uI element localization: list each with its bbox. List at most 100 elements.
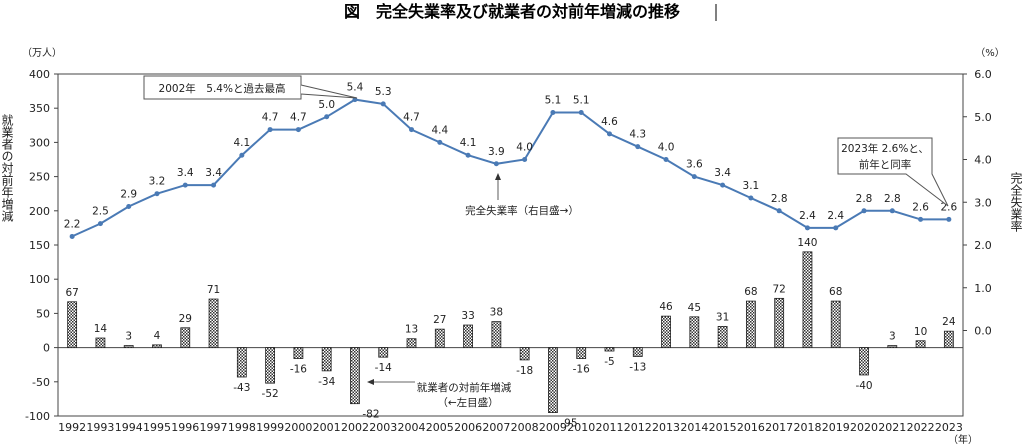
bar bbox=[208, 298, 219, 349]
x-axis-tick-label: 2014 bbox=[680, 421, 708, 434]
line-value-label: 4.7 bbox=[290, 112, 307, 124]
line-value-label: 2.4 bbox=[799, 210, 816, 222]
line-point bbox=[748, 195, 754, 201]
right-axis-title: 完全失業率 bbox=[1009, 171, 1023, 232]
line-value-label: 3.9 bbox=[488, 146, 505, 158]
x-axis-tick-label: 1992 bbox=[58, 421, 86, 434]
line-value-label: 3.2 bbox=[149, 176, 166, 188]
line-value-label: 3.1 bbox=[743, 180, 760, 192]
bar bbox=[434, 328, 445, 348]
line-point bbox=[833, 225, 839, 231]
bar-value-label: 14 bbox=[94, 323, 108, 335]
x-axis-tick-label: 2005 bbox=[426, 421, 454, 434]
x-axis-tick-label: 2016 bbox=[737, 421, 765, 434]
line-series-label: 完全失業率（右目盛→） bbox=[465, 204, 579, 217]
line-label-arrowhead bbox=[495, 173, 501, 180]
x-axis-tick-label: 2000 bbox=[284, 421, 312, 434]
plot-frame bbox=[57, 73, 964, 417]
bar-series-label-line2: （←左目盛） bbox=[437, 396, 498, 409]
bar-value-label: 68 bbox=[829, 286, 842, 298]
left-axis-tick-label: -100 bbox=[25, 410, 50, 423]
bar bbox=[717, 325, 728, 348]
line-value-label: 3.6 bbox=[686, 159, 703, 171]
right-axis-tick-label: 2.0 bbox=[974, 239, 992, 252]
x-axis-tick-label: 2013 bbox=[652, 421, 680, 434]
line-value-label: 4.7 bbox=[262, 112, 279, 124]
bar-value-label: -40 bbox=[855, 380, 872, 392]
bar-value-label: -95 bbox=[560, 418, 577, 430]
left-axis-tick-label: -50 bbox=[32, 376, 50, 389]
line-point bbox=[606, 131, 612, 137]
bar-value-label: 3 bbox=[125, 331, 132, 343]
line-point bbox=[493, 161, 499, 167]
bar bbox=[632, 347, 643, 357]
plot-area: -100 -50 0 50 100 150 200 250 300 350 400 0.0 1.0 2.0… bbox=[25, 68, 992, 434]
bar-value-label: -82 bbox=[362, 409, 379, 421]
line-value-label: 5.1 bbox=[573, 94, 590, 106]
line-point bbox=[889, 208, 895, 214]
bar bbox=[463, 324, 473, 349]
left-axis-tick-label: 100 bbox=[29, 273, 50, 286]
bar bbox=[519, 347, 530, 361]
right-axis-tick-label: 5.0 bbox=[974, 111, 992, 124]
bar bbox=[802, 251, 813, 348]
line-value-label: 3.4 bbox=[177, 167, 194, 179]
x-axis-tick-label: 2006 bbox=[454, 421, 482, 434]
line-value-label: 2.6 bbox=[941, 201, 958, 213]
right-axis-tick-label: 6.0 bbox=[974, 68, 992, 81]
line-value-label: 4.6 bbox=[601, 116, 618, 128]
right-axis-tick-label: 0.0 bbox=[974, 325, 992, 338]
left-axis-title: 就業者の対前年増減 bbox=[0, 114, 14, 223]
x-axis-tick-label: 2020 bbox=[850, 421, 878, 434]
right-axis-tick-label: 4.0 bbox=[974, 154, 992, 167]
line-value-label: 4.1 bbox=[233, 137, 250, 149]
latest-annotation-line2: 前年と同率 bbox=[859, 158, 912, 171]
left-axis-tick-label: 200 bbox=[29, 205, 50, 218]
line-point bbox=[691, 174, 697, 180]
line-point bbox=[409, 127, 415, 133]
latest-annotation-line1: 2023年 2.6%と、 bbox=[841, 142, 929, 155]
annotations: 2002年 5.4%と過去最高 2023年 2.6%と、 前年と同率 完全失業率… bbox=[143, 75, 949, 409]
line-value-label: 2.6 bbox=[912, 201, 929, 213]
line-point bbox=[239, 152, 245, 158]
bar bbox=[915, 340, 926, 349]
peak-annotation: 2002年 5.4%と過去最高 bbox=[159, 82, 286, 95]
x-axis-tick-label: 2019 bbox=[822, 421, 850, 434]
bar bbox=[943, 330, 954, 348]
x-axis-tick-label: 2021 bbox=[878, 421, 906, 434]
bar-label-arrowhead bbox=[367, 379, 374, 385]
bar-value-label: -13 bbox=[629, 361, 646, 373]
left-axis-tick-label: 400 bbox=[29, 68, 50, 81]
line-value-label: 5.4 bbox=[347, 82, 364, 94]
line-value-label: 4.7 bbox=[403, 112, 420, 124]
x-axis-tick-label: 2010 bbox=[567, 421, 595, 434]
bar bbox=[293, 347, 304, 359]
bar bbox=[830, 300, 841, 349]
line-value-label: 5.3 bbox=[375, 86, 392, 98]
line-point bbox=[126, 204, 132, 210]
bar-value-label: 10 bbox=[914, 326, 927, 338]
line-point bbox=[720, 182, 726, 188]
bar bbox=[152, 344, 162, 349]
bar bbox=[661, 315, 671, 348]
left-axis-tick-label: 0 bbox=[43, 342, 50, 355]
x-axis-tick-label: 1995 bbox=[143, 421, 171, 434]
bar bbox=[689, 316, 700, 349]
bar-value-label: -16 bbox=[290, 364, 307, 376]
left-axis-tick-label: 250 bbox=[29, 171, 50, 184]
line-point bbox=[465, 152, 471, 158]
bar-value-label: 140 bbox=[797, 237, 817, 249]
bar-value-label: 33 bbox=[461, 310, 474, 322]
bar bbox=[350, 347, 360, 405]
bar bbox=[774, 297, 785, 348]
x-axis-tick-label: 2017 bbox=[765, 421, 793, 434]
x-axis-tick-label: 1994 bbox=[115, 421, 143, 434]
chart-title: 図 完全失業率及び就業者の対前年増減の推移 bbox=[344, 2, 680, 21]
bar-value-label: 29 bbox=[179, 313, 192, 325]
line-value-label: 2.4 bbox=[827, 210, 844, 222]
latest-callout-box bbox=[837, 137, 949, 207]
bar-value-label: 68 bbox=[744, 286, 757, 298]
x-axis-tick-label: 2003 bbox=[369, 421, 397, 434]
bar-value-label: 71 bbox=[207, 284, 220, 296]
x-axis-tick-label: 1999 bbox=[256, 421, 284, 434]
